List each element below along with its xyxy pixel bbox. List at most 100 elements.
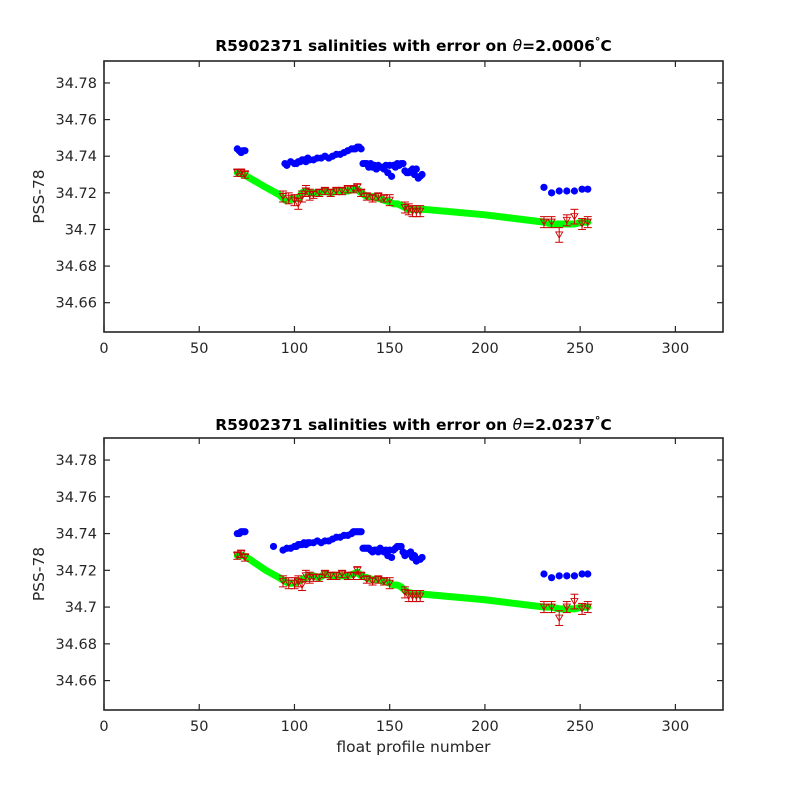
- raw-salinity-point: [418, 170, 426, 179]
- error-bar: [278, 575, 288, 588]
- error-bar-marker: [240, 554, 250, 562]
- y-axis-label: PSS-78: [30, 169, 48, 223]
- error-bar-marker: [577, 220, 587, 228]
- error-bar: [284, 192, 294, 205]
- error-bar: [373, 575, 383, 584]
- error-bar: [278, 190, 288, 203]
- error-bar: [577, 217, 587, 230]
- title-theta: θ: [513, 416, 523, 434]
- error-bar-marker: [240, 171, 250, 179]
- raw-salinity-point: [578, 185, 586, 193]
- error-bar-marker: [400, 588, 410, 597]
- error-bar-marker: [404, 205, 414, 214]
- error-bar: [309, 190, 318, 199]
- raw-salinity-point: [399, 159, 407, 168]
- title-unit: C: [600, 37, 611, 55]
- error-bar-marker: [577, 605, 587, 613]
- raw-salinity-point: [412, 165, 420, 173]
- y-tick-label: 34.66: [55, 674, 97, 690]
- error-bar-marker: [301, 572, 311, 580]
- error-bar: [583, 601, 593, 614]
- error-bar-marker: [570, 213, 579, 221]
- raw-salinity-point: [555, 572, 563, 580]
- y-tick-label: 34.66: [55, 296, 97, 312]
- title-degree: °: [595, 414, 601, 427]
- x-tick-label: 300: [662, 719, 690, 735]
- raw-salinity-point: [555, 187, 563, 195]
- error-bar-marker: [337, 570, 347, 578]
- error-bar: [320, 186, 330, 196]
- x-tick-label: 150: [376, 341, 404, 357]
- error-bar-marker: [284, 194, 294, 203]
- error-bar: [362, 575, 372, 584]
- error-bar-marker: [343, 572, 353, 580]
- error-bar-marker: [293, 577, 303, 586]
- y-axis-label: PSS-78: [30, 547, 48, 601]
- raw-salinity-point: [540, 570, 548, 578]
- error-bar: [385, 194, 394, 207]
- error-bar-marker: [353, 566, 362, 575]
- x-axis-label: float profile number: [336, 738, 491, 756]
- error-bar: [562, 601, 572, 614]
- error-bar-marker: [539, 603, 549, 611]
- error-bar: [301, 185, 311, 197]
- y-tick-label: 34.76: [55, 113, 97, 129]
- raw-salinity-point: [584, 570, 592, 578]
- error-bar-marker: [349, 185, 358, 194]
- x-tick-label: 200: [471, 341, 499, 357]
- error-bar: [240, 553, 250, 562]
- raw-salinity-point: [418, 553, 426, 562]
- error-bar: [233, 551, 242, 560]
- raw-salinity-point: [387, 172, 396, 180]
- error-bar-marker: [301, 187, 311, 195]
- y-tick-label: 34.72: [55, 563, 97, 579]
- title-degree: °: [595, 35, 601, 48]
- error-bar-marker: [320, 187, 330, 195]
- error-bar-marker: [297, 581, 307, 589]
- error-bar-marker: [583, 603, 593, 611]
- error-bar-marker: [309, 191, 318, 199]
- error-bar-marker: [278, 193, 288, 201]
- raw-salinity-point: [570, 572, 579, 580]
- error-bar-marker: [284, 579, 294, 588]
- error-bar-marker: [332, 572, 341, 580]
- error-bar: [320, 569, 330, 579]
- error-bar-marker: [562, 603, 572, 611]
- error-bar-marker: [554, 614, 564, 623]
- error-bar: [539, 601, 549, 614]
- error-bar-marker: [570, 598, 579, 606]
- raw-salinity-point: [578, 570, 586, 578]
- error-bar-marker: [233, 552, 242, 560]
- error-bar: [415, 590, 425, 603]
- error-bar: [415, 205, 425, 218]
- y-tick-label: 34.68: [55, 259, 97, 275]
- raw-salinity-point: [563, 187, 571, 195]
- error-bar-marker: [368, 194, 377, 203]
- error-bar-marker: [309, 574, 318, 582]
- error-bar-marker: [290, 196, 299, 205]
- plot-frame: [103, 437, 724, 711]
- chart-panel-top: 0 50 100 150 200 250 300 34.66 34.68 34.7 34.72 34.…: [30, 35, 724, 357]
- error-bar-marker: [362, 576, 372, 584]
- chart-panel-bottom: 0 50 100 150 200 250 300 34.66 34.68 34.7 34.72 34.…: [30, 414, 724, 756]
- error-bar: [539, 216, 549, 229]
- y-tick-label: 34.76: [55, 490, 97, 506]
- error-bar-marker: [326, 572, 335, 580]
- y-tick-label: 34.74: [55, 527, 97, 543]
- error-bar-marker: [362, 193, 372, 201]
- error-bar-marker: [293, 200, 303, 208]
- x-tick-label: 250: [566, 719, 594, 735]
- plot-area: [104, 438, 723, 710]
- x-tick-label: 50: [190, 341, 208, 357]
- error-bar-marker: [385, 196, 394, 205]
- error-bar-marker: [332, 187, 341, 195]
- raw-salinity-point: [397, 542, 405, 551]
- error-bar-marker: [236, 169, 246, 177]
- raw-salinity-point: [584, 185, 592, 193]
- x-tick-label: 250: [566, 341, 594, 357]
- error-bar: [577, 602, 587, 615]
- error-bar: [547, 216, 556, 229]
- title-unit: C: [600, 416, 611, 434]
- error-bar: [297, 579, 307, 592]
